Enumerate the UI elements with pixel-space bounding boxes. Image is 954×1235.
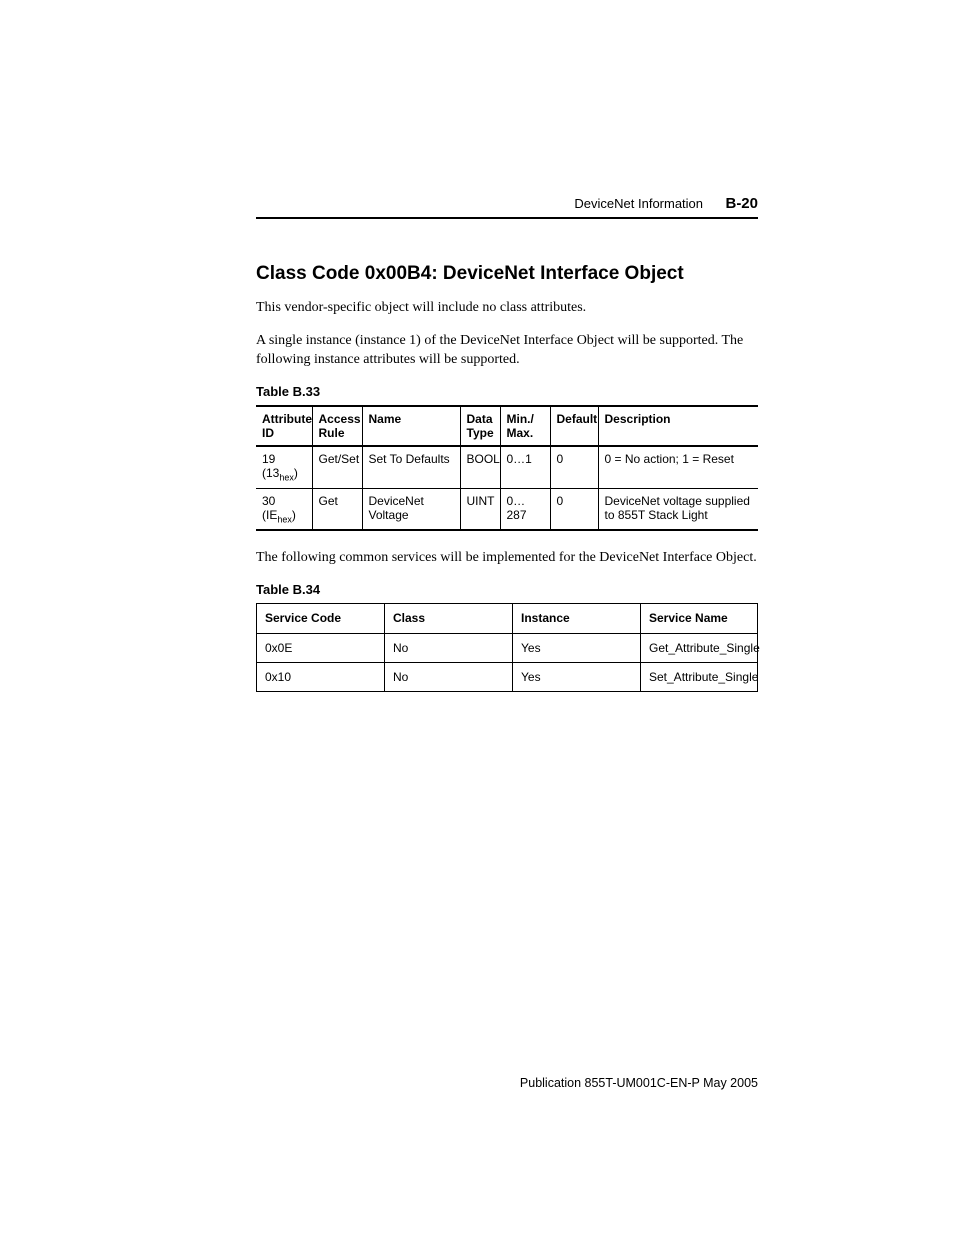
col-name: Name (362, 406, 460, 447)
col-data-type: Data Type (460, 406, 500, 447)
cell-instance: Yes (513, 662, 641, 691)
cell-default: 0 (550, 446, 598, 488)
cell-name: DeviceNet Voltage (362, 488, 460, 530)
mid-paragraph: The following common services will be im… (256, 549, 758, 568)
table-row: 0x0E No Yes Get_Attribute_Single (257, 633, 758, 662)
cell-name: Set To Defaults (362, 446, 460, 488)
table-34: Service Code Class Instance Service Name… (256, 603, 758, 691)
cell-code: 0x0E (257, 633, 385, 662)
cell-class: No (385, 662, 513, 691)
cell-service: Set_Attribute_Single (641, 662, 758, 691)
col-attribute-id: Attribute ID (256, 406, 312, 447)
intro-paragraph-2: A single instance (instance 1) of the De… (256, 332, 758, 370)
section-title: Class Code 0x00B4: DeviceNet Interface O… (256, 263, 758, 285)
page-number: B-20 (725, 195, 758, 212)
table-row: 30 (IEhex) Get DeviceNet Voltage UINT 0…… (256, 488, 758, 530)
cell-code: 0x10 (257, 662, 385, 691)
col-description: Description (598, 406, 758, 447)
cell-access: Get/Set (312, 446, 362, 488)
header-rule (256, 217, 758, 219)
col-class: Class (385, 604, 513, 633)
cell-minmax: 0…1 (500, 446, 550, 488)
intro-paragraph-1: This vendor-specific object will include… (256, 299, 758, 318)
cell-instance: Yes (513, 633, 641, 662)
col-access-rule: Access Rule (312, 406, 362, 447)
cell-desc: DeviceNet voltage supplied to 855T Stack… (598, 488, 758, 530)
col-min-max: Min./ Max. (500, 406, 550, 447)
cell-datatype: UINT (460, 488, 500, 530)
table-row: 19 (13hex) Get/Set Set To Defaults BOOL … (256, 446, 758, 488)
cell-attr-id: 30 (IEhex) (256, 488, 312, 530)
col-instance: Instance (513, 604, 641, 633)
cell-minmax: 0…287 (500, 488, 550, 530)
cell-desc: 0 = No action; 1 = Reset (598, 446, 758, 488)
col-service-name: Service Name (641, 604, 758, 633)
cell-class: No (385, 633, 513, 662)
col-default: Default (550, 406, 598, 447)
cell-attr-id: 19 (13hex) (256, 446, 312, 488)
cell-datatype: BOOL (460, 446, 500, 488)
page-header: DeviceNet Information B-20 (256, 195, 758, 213)
cell-access: Get (312, 488, 362, 530)
table-33: Attribute ID Access Rule Name Data Type … (256, 405, 758, 532)
table-row: 0x10 No Yes Set_Attribute_Single (257, 662, 758, 691)
table-34-caption: Table B.34 (256, 582, 758, 597)
table-34-header-row: Service Code Class Instance Service Name (257, 604, 758, 633)
footer-publication: Publication 855T-UM001C-EN-P May 2005 (520, 1076, 758, 1090)
table-33-header-row: Attribute ID Access Rule Name Data Type … (256, 406, 758, 447)
table-33-caption: Table B.33 (256, 384, 758, 399)
cell-default: 0 (550, 488, 598, 530)
cell-service: Get_Attribute_Single (641, 633, 758, 662)
col-service-code: Service Code (257, 604, 385, 633)
header-breadcrumb: DeviceNet Information (574, 196, 703, 211)
